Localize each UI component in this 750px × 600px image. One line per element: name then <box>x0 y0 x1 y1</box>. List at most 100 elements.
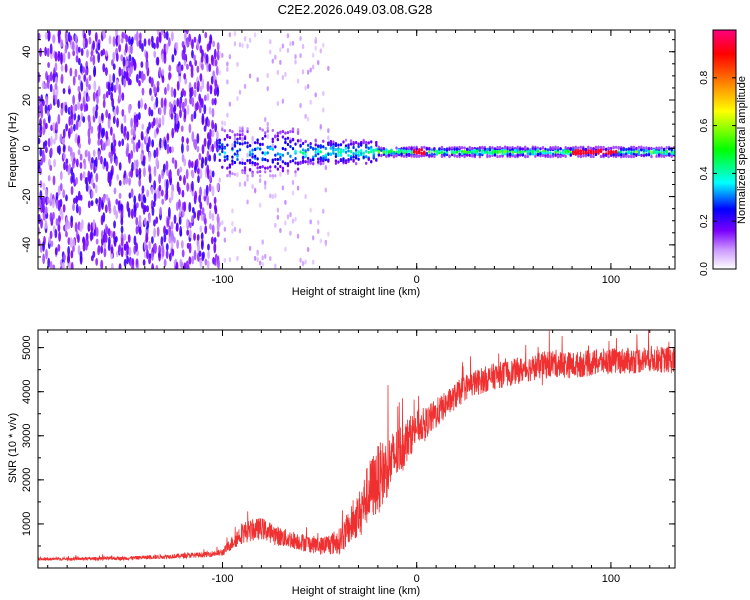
spectrogram-cell <box>205 184 209 196</box>
spectrogram-cell <box>50 135 53 147</box>
spectrogram-cell <box>68 88 71 95</box>
spectrogram-cell <box>660 146 663 150</box>
spectrogram-cell <box>264 151 267 155</box>
spectrogram-cell <box>266 86 269 92</box>
spectrogram-cell <box>166 133 170 141</box>
spectrogram-cell <box>183 53 187 63</box>
spectrogram-cell <box>175 115 179 125</box>
spectrogram-cell <box>344 150 348 154</box>
spectrogram-cell <box>195 158 199 168</box>
spectrogram-cell <box>120 203 123 212</box>
spectrogram-cell <box>102 142 106 151</box>
spectrogram-cell <box>92 54 96 66</box>
spectrogram-cell <box>75 195 79 202</box>
spectrogram-cell <box>508 152 512 156</box>
spectrogram-cell <box>322 91 325 97</box>
colorbar-gradient <box>712 29 737 270</box>
spectrogram-cell <box>258 174 262 178</box>
spectrogram-cell <box>279 131 282 135</box>
spectrogram-cell <box>135 167 139 175</box>
spectrogram-cell <box>191 255 195 265</box>
spectrogram-cell <box>140 142 144 151</box>
spectrogram-cell <box>49 71 53 82</box>
spectrogram-cell <box>566 152 570 156</box>
spectrogram-cell <box>347 158 350 162</box>
spectrogram-cell <box>122 177 126 186</box>
spectrogram-cell <box>78 57 81 66</box>
spectrogram-cell <box>42 182 46 191</box>
spectrogram-cell <box>337 143 340 147</box>
spectrogram-cell <box>137 139 141 149</box>
spectrogram-cell <box>231 142 234 148</box>
spectrogram-cell <box>133 114 137 126</box>
spectrogram-cell <box>468 146 471 150</box>
spectrogram-cell <box>332 145 335 149</box>
spectrogram-cell <box>156 42 159 49</box>
spectrogram-cell <box>62 52 66 64</box>
spectrogram-cell <box>584 151 588 155</box>
spectrogram-cell <box>304 194 307 200</box>
spectrogram-cell <box>196 233 200 241</box>
spectrogram-cell <box>276 157 280 162</box>
spectrogram-cell <box>377 145 381 149</box>
spectrogram-cell <box>632 145 636 149</box>
spectrogram-cell <box>256 166 259 170</box>
spectrogram-cell <box>125 146 129 158</box>
spectrogram-cell <box>296 128 300 132</box>
spectrogram-cell <box>59 170 63 181</box>
spectrogram-cell <box>407 149 411 153</box>
spectrogram-cell <box>130 150 134 159</box>
spectrogram-cell <box>276 214 280 220</box>
spectrogram-cell <box>493 149 497 154</box>
spectrogram-cell <box>145 61 149 71</box>
spectrogram-cell <box>296 167 300 171</box>
spectrogram-cell <box>271 160 274 164</box>
spectrogram-cell <box>622 153 625 158</box>
spectrogram-cell <box>183 90 187 97</box>
spectrogram-cell <box>54 132 58 141</box>
spectrogram-cell <box>458 145 461 149</box>
spectrogram-cell <box>75 119 79 131</box>
spectrogram-cell <box>311 235 315 241</box>
snr-x-tick-label: 100 <box>602 573 620 585</box>
spectrogram-cell <box>120 225 124 234</box>
spectrogram-cell <box>176 97 180 108</box>
spectrogram-cell <box>78 91 82 103</box>
spectrogram-cell <box>62 153 66 160</box>
spectrogram-cell <box>189 96 192 105</box>
spectrogram-cell <box>274 263 277 269</box>
spectrogram-cell <box>207 119 211 128</box>
spectrogram-cell <box>238 42 242 48</box>
spectrogram-cell <box>233 152 237 156</box>
spectrogram-cell <box>205 54 209 64</box>
spectrogram-cell <box>218 51 221 57</box>
spectrogram-cell <box>274 157 277 162</box>
spectrogram-cell <box>556 154 560 158</box>
spectrogram-cell <box>359 143 363 147</box>
spectrogram-cell <box>228 32 232 38</box>
spectrogram-cell <box>120 37 124 44</box>
spectrogram-cell <box>180 261 184 269</box>
spectrogram-cell <box>284 137 287 141</box>
spectrogram-cell <box>204 258 208 266</box>
spectrogram-cell <box>266 129 269 133</box>
spectrogram-cell <box>215 65 219 76</box>
spectrogram-cell <box>471 154 474 158</box>
spectrogram-cell <box>108 200 111 212</box>
spectrogram-cell <box>52 264 56 269</box>
spectrogram-cell <box>546 148 550 152</box>
spectrogram-cell <box>309 158 312 162</box>
spectrogram-cell <box>332 140 335 144</box>
spectrogram-cell <box>102 234 106 243</box>
spectrogram-cell <box>223 146 227 150</box>
spectrogram-cell <box>226 154 229 159</box>
spectrogram-cell <box>48 158 51 167</box>
spectrogram-cell <box>79 63 83 74</box>
spectrogram-cell <box>47 175 51 182</box>
spectrogram-cell <box>317 219 320 225</box>
spectrogram-cell <box>306 159 310 164</box>
spectrogram-cell <box>213 141 217 149</box>
spectrogram-cell <box>123 258 127 267</box>
spectrogram-cell <box>662 152 666 156</box>
spectrogram-cell <box>198 93 202 102</box>
